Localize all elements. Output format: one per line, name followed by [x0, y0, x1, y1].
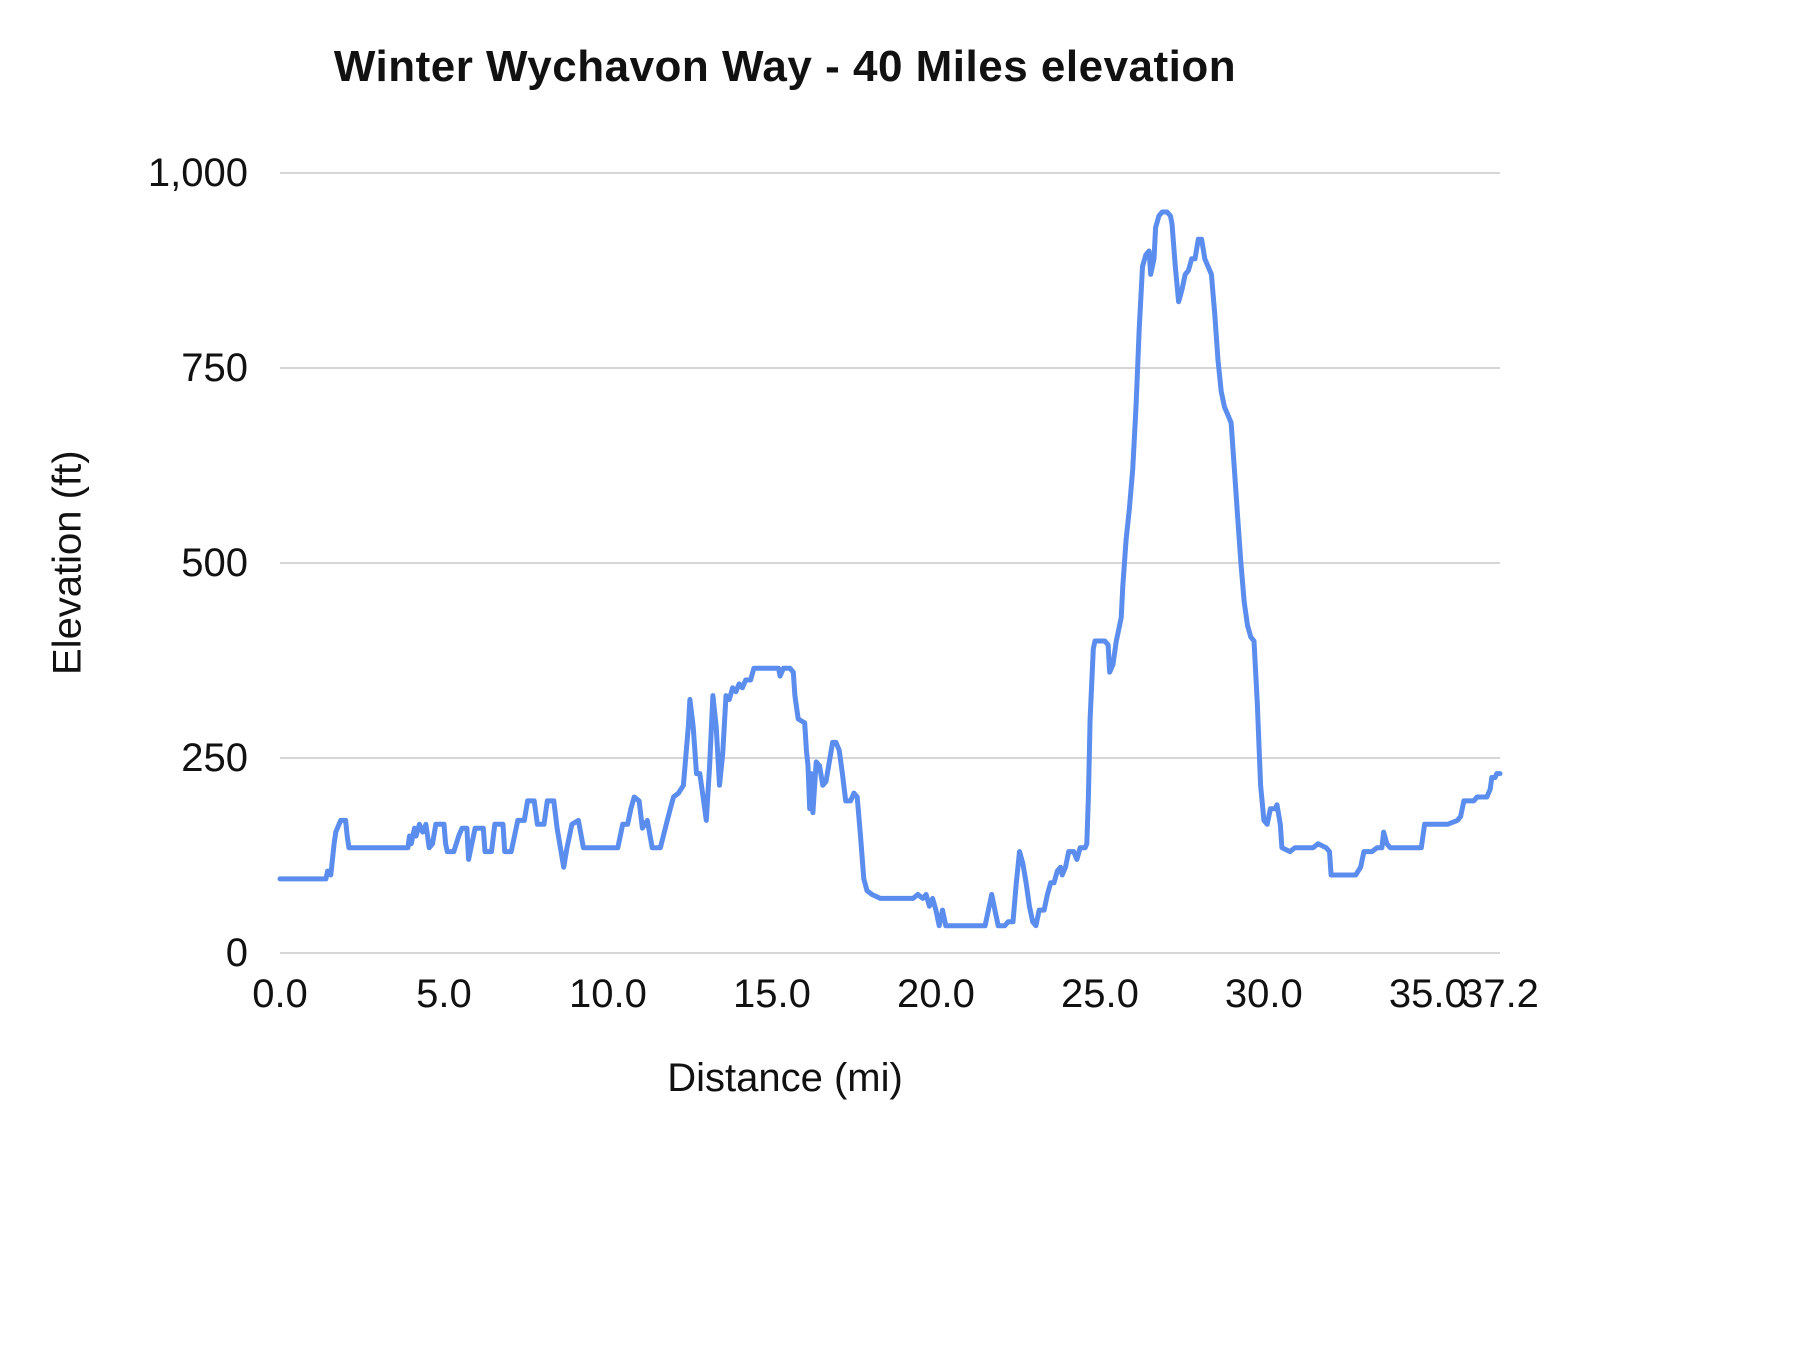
chart-title: Winter Wychavon Way - 40 Miles elevation [333, 42, 1237, 91]
y-tick-label: 500 [181, 541, 248, 585]
x-tick-label: 35.0 [1388, 972, 1467, 1016]
x-tick-label: 5.0 [416, 972, 472, 1016]
y-tick-label: 250 [181, 736, 248, 780]
x-tick-label: 10.0 [569, 972, 647, 1016]
x-tick-label: 0.0 [252, 972, 308, 1016]
elevation-series-line [277, 209, 1503, 929]
x-tick-label: 15.0 [732, 972, 811, 1016]
x-tick-label: 30.0 [1224, 972, 1303, 1016]
x-tick-label: 25.0 [1060, 972, 1139, 1016]
x-tick-label: 37.2 [1461, 972, 1539, 1016]
x-tick-label: 20.0 [896, 972, 975, 1016]
x-axis-title: Distance (mi) [667, 1056, 903, 1100]
y-tick-label: 1,000 [147, 151, 248, 195]
y-tick-label: 0 [225, 931, 248, 975]
y-tick-label: 750 [181, 346, 248, 390]
